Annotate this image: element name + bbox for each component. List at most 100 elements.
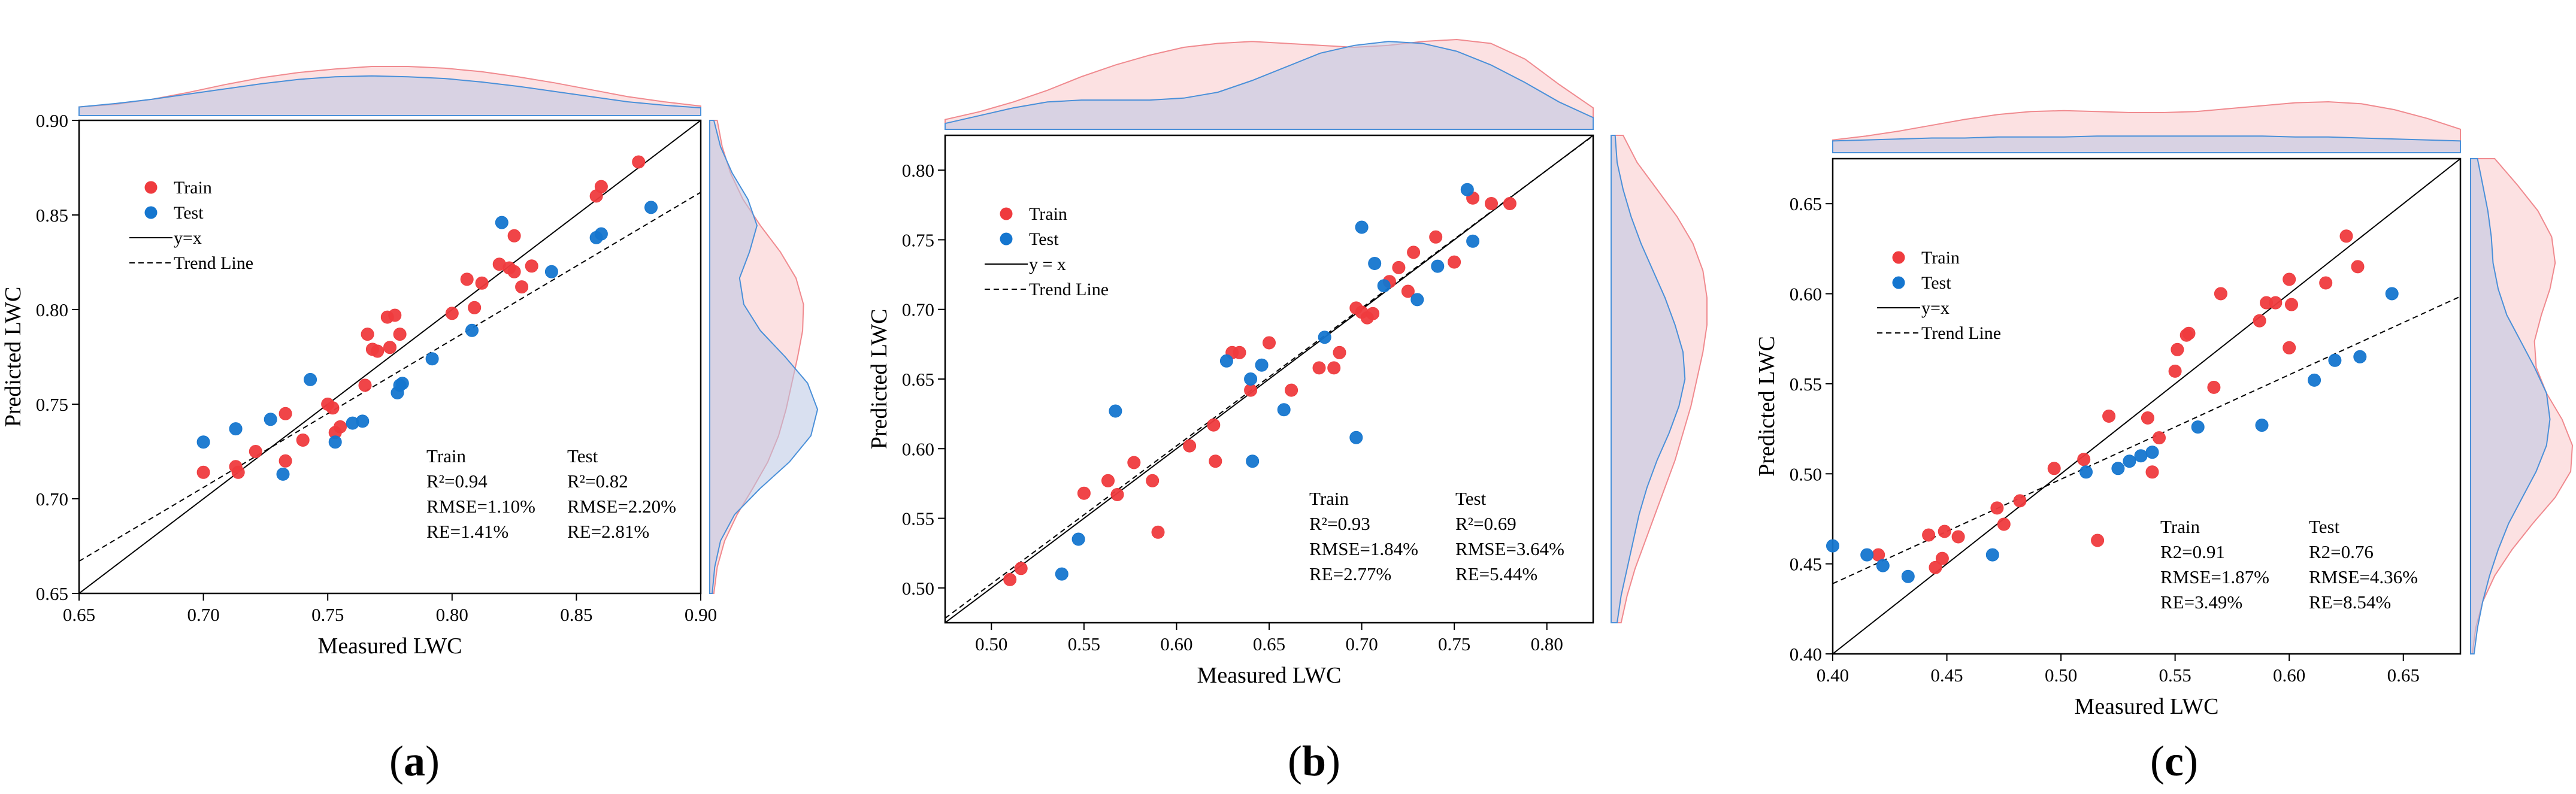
test-point	[1410, 293, 1424, 307]
density-right-test	[709, 120, 819, 594]
stats-test-line: RMSE=4.36%	[2309, 566, 2418, 587]
panel-label-close-paren: )	[2184, 737, 2198, 785]
train-point	[334, 420, 347, 434]
stats-train-line: Train	[1309, 488, 1349, 509]
test-point	[1355, 220, 1369, 234]
density-top-test	[1832, 135, 2461, 153]
y-tick-label: 0.75	[36, 394, 68, 415]
train-point	[1327, 361, 1341, 375]
train-point	[2351, 260, 2365, 274]
x-tick-label: 0.80	[436, 604, 468, 625]
train-point	[2171, 343, 2184, 356]
legend-trend-label: Trend Line	[174, 253, 253, 273]
test-point	[465, 323, 479, 337]
train-point	[1101, 474, 1115, 487]
train-point	[393, 328, 407, 341]
test-point	[1055, 567, 1068, 581]
test-point	[594, 227, 608, 241]
y-axis-title: Predicted LWC	[867, 309, 892, 450]
stats-train-line: R²=0.94	[426, 471, 488, 492]
train-point	[1233, 346, 1246, 359]
legend-test-marker	[144, 206, 158, 219]
x-axis-title: Measured LWC	[318, 634, 462, 659]
x-tick-label: 0.70	[187, 604, 219, 625]
stats-test-line: Test	[2309, 516, 2340, 537]
test-point	[264, 413, 277, 426]
train-point	[1110, 488, 1124, 501]
train-point	[2319, 276, 2333, 290]
train-point	[445, 307, 459, 320]
train-point	[1151, 525, 1165, 539]
train-point	[1922, 528, 1936, 542]
test-point	[1901, 569, 1915, 583]
test-point	[1246, 454, 1260, 468]
train-point	[1183, 439, 1197, 453]
x-axis-title: Measured LWC	[2075, 694, 2219, 719]
legend-test-marker	[1892, 276, 1905, 289]
test-point	[2308, 373, 2321, 387]
stats-test-line: R²=0.69	[1455, 513, 1516, 534]
x-tick-label: 0.60	[2273, 665, 2305, 686]
test-point	[1460, 183, 1474, 196]
train-point	[1127, 456, 1141, 469]
train-point	[1263, 336, 1276, 350]
train-point	[231, 465, 245, 479]
stats-train-line: RE=3.49%	[2160, 592, 2242, 613]
x-tick-label: 0.90	[685, 604, 717, 625]
identity-line	[945, 135, 1593, 623]
train-point	[2182, 326, 2196, 340]
plot-frame	[1832, 157, 2462, 655]
train-point	[1938, 525, 1951, 538]
train-point	[279, 454, 292, 468]
test-point	[356, 414, 370, 428]
test-point	[2111, 462, 2125, 475]
x-tick-label: 0.65	[2387, 665, 2420, 686]
x-axis-title: Measured LWC	[1197, 663, 1342, 688]
trend-line	[79, 192, 701, 562]
y-tick-label: 0.65	[36, 583, 68, 604]
trend-line	[1833, 296, 2460, 584]
y-tick-label: 0.40	[1790, 644, 1822, 665]
train-point	[2047, 462, 2061, 475]
train-point	[1207, 418, 1221, 432]
train-point	[2091, 534, 2105, 547]
train-point	[1448, 255, 1461, 269]
test-point	[1377, 279, 1391, 293]
test-point	[2134, 449, 2148, 463]
x-tick-label: 0.75	[311, 604, 344, 625]
y-tick-label: 0.70	[902, 299, 934, 320]
stats-test-line: R2=0.76	[2309, 541, 2374, 562]
train-point	[2339, 229, 2353, 243]
y-tick-label: 0.50	[902, 578, 934, 599]
train-point	[1146, 474, 1160, 487]
legend-train-marker	[1892, 251, 1905, 264]
test-point	[2145, 446, 2159, 459]
stats-train-line: R²=0.93	[1309, 513, 1370, 534]
test-point	[1255, 358, 1269, 372]
y-tick-label: 0.80	[36, 299, 68, 320]
train-point	[2145, 465, 2159, 479]
stats-train-line: RE=1.41%	[426, 521, 508, 542]
stats-test-line: Test	[567, 446, 598, 466]
panel-label: (b)	[1288, 737, 1340, 785]
test-point	[1109, 404, 1122, 418]
panel-label-close-paren: )	[425, 737, 440, 785]
train-point	[2013, 494, 2027, 508]
train-point	[358, 378, 372, 392]
y-tick-label: 0.70	[36, 489, 68, 510]
train-point	[249, 445, 262, 458]
chart-panel-a: 0.65 0.70 0.75 0.80 0.85 0.90 0.65 0.70 0.75 0.80…	[1, 66, 819, 785]
train-point	[1407, 246, 1421, 259]
legend-trend-label: Trend Line	[1921, 323, 2001, 343]
test-point	[395, 377, 409, 390]
legend-train-label: Train	[1029, 204, 1067, 224]
x-tick-label: 0.65	[1253, 634, 1285, 654]
panel-label-open-paren: (	[389, 737, 404, 785]
density-top-test	[945, 41, 1594, 130]
x-tick-label: 0.80	[1531, 634, 1563, 654]
train-point	[388, 308, 402, 322]
train-point	[2285, 298, 2298, 311]
stats-train-line: Train	[2160, 516, 2200, 537]
train-point	[371, 344, 385, 358]
